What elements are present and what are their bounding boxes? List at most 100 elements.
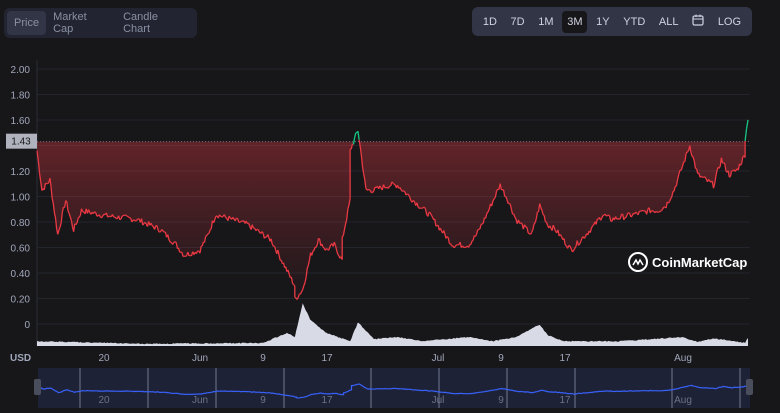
price-line-segment <box>692 157 695 162</box>
price-line-segment <box>322 246 325 249</box>
price-line-segment <box>78 215 81 218</box>
price-line-segment <box>568 244 571 247</box>
price-line-segment <box>532 223 535 230</box>
price-line-segment <box>674 185 677 188</box>
price-line-segment <box>181 252 184 257</box>
price-line-segment <box>88 209 91 213</box>
range-1m[interactable]: 1M <box>538 15 554 28</box>
price-line-segment <box>689 145 692 153</box>
price-line-segment <box>475 229 479 235</box>
price-line-segment <box>552 224 555 229</box>
price-line-segment <box>282 262 286 268</box>
price-line-segment <box>318 237 320 240</box>
price-line-segment <box>126 215 129 218</box>
price-line-segment <box>514 216 517 220</box>
price-line-segment <box>199 246 202 254</box>
y-tick-label: 0.40 <box>11 269 31 280</box>
price-line-segment <box>290 276 294 284</box>
range-1y[interactable]: 1Y <box>596 15 610 28</box>
price-line-segment <box>482 217 486 224</box>
price-line-segment <box>686 150 690 153</box>
price-line-segment <box>95 212 98 217</box>
price-line-segment <box>105 212 109 218</box>
range-navigator[interactable] <box>34 368 753 408</box>
price-line-segment <box>479 224 482 230</box>
price-line-segment <box>61 207 65 213</box>
calendar-icon[interactable] <box>687 9 709 34</box>
price-line-segment <box>540 207 543 211</box>
price-line-segment <box>484 213 488 219</box>
price-line-segment <box>131 219 134 223</box>
price-line-segment <box>461 245 465 248</box>
price-line-segment <box>70 220 74 227</box>
price-line-segment <box>392 182 395 185</box>
range-all[interactable]: ALL <box>658 15 679 28</box>
range-1d[interactable]: 1D <box>482 15 497 28</box>
price-line-segment <box>670 196 673 200</box>
navigator-tick-label: Jul <box>432 395 445 406</box>
price-line-segment <box>125 214 128 217</box>
price-line-segment <box>111 214 115 218</box>
price-line-segment <box>150 222 153 226</box>
range-ytd[interactable]: YTD <box>623 15 646 28</box>
y-tick-label: 1.20 <box>11 167 31 178</box>
price-line-segment <box>296 297 299 300</box>
tab-price[interactable]: Price <box>7 11 47 35</box>
price-line-segment <box>595 219 598 225</box>
navigator-tick-label: 20 <box>98 395 110 406</box>
price-line-segment <box>429 212 432 216</box>
price-line-segment <box>430 214 434 218</box>
price-line-segment <box>519 222 522 225</box>
price-line-segment <box>399 187 402 191</box>
price-line-segment <box>352 137 356 145</box>
range-3m[interactable]: 3M <box>562 10 588 33</box>
x-tick-label: 20 <box>98 353 110 364</box>
chart-type-tabs: Price Market Cap Candle Chart <box>4 8 197 38</box>
price-line-segment <box>529 233 531 235</box>
price-line-segment <box>267 234 270 238</box>
price-line-segment <box>623 217 626 221</box>
price-line-segment <box>153 225 157 230</box>
price-line-segment <box>474 234 478 237</box>
price-line-segment <box>665 201 668 209</box>
price-line-segment <box>453 246 456 249</box>
price-line-segment <box>510 209 514 215</box>
log-toggle[interactable]: LOG <box>717 15 742 28</box>
y-tick-label: 0.80 <box>11 218 31 229</box>
price-line-segment <box>619 214 623 219</box>
coinmarketcap-watermark: CoinMarketCap <box>628 252 747 272</box>
price-line-segment <box>487 208 490 213</box>
x-tick-label: Jul <box>432 353 445 364</box>
price-line-segment <box>292 282 295 286</box>
price-line-segment <box>573 247 576 251</box>
y-tick-label: 0.60 <box>11 244 31 255</box>
tab-market-cap[interactable]: Market Cap <box>53 11 87 35</box>
tab-candle-chart[interactable]: Candle Chart <box>123 11 158 35</box>
navigator-right-handle[interactable] <box>746 379 753 395</box>
price-line-segment <box>709 180 712 183</box>
price-line-segment <box>287 269 290 275</box>
price-line-segment <box>203 236 207 243</box>
price-line-segment <box>406 193 409 196</box>
price-line-segment <box>402 190 404 192</box>
price-line-segment <box>672 190 675 193</box>
range-7d[interactable]: 7D <box>510 15 525 28</box>
price-line-segment <box>245 220 248 224</box>
price-line-segment <box>337 253 340 256</box>
price-line-segment <box>74 223 77 226</box>
price-line-segment <box>427 211 430 217</box>
currency-label: USD <box>10 353 31 364</box>
price-line-segment <box>727 170 730 178</box>
price-line-segment <box>185 255 187 258</box>
price-line-segment <box>662 206 665 210</box>
navigator-left-handle[interactable] <box>34 379 41 395</box>
price-line-segment <box>43 183 47 191</box>
price-line-segment <box>117 215 121 220</box>
price-line-segment <box>261 231 264 234</box>
price-line-segment <box>447 237 451 244</box>
x-tick-label: Aug <box>674 353 692 364</box>
price-line-segment <box>173 241 176 243</box>
price-line-segment <box>342 229 346 236</box>
price-line-segment <box>543 215 546 222</box>
